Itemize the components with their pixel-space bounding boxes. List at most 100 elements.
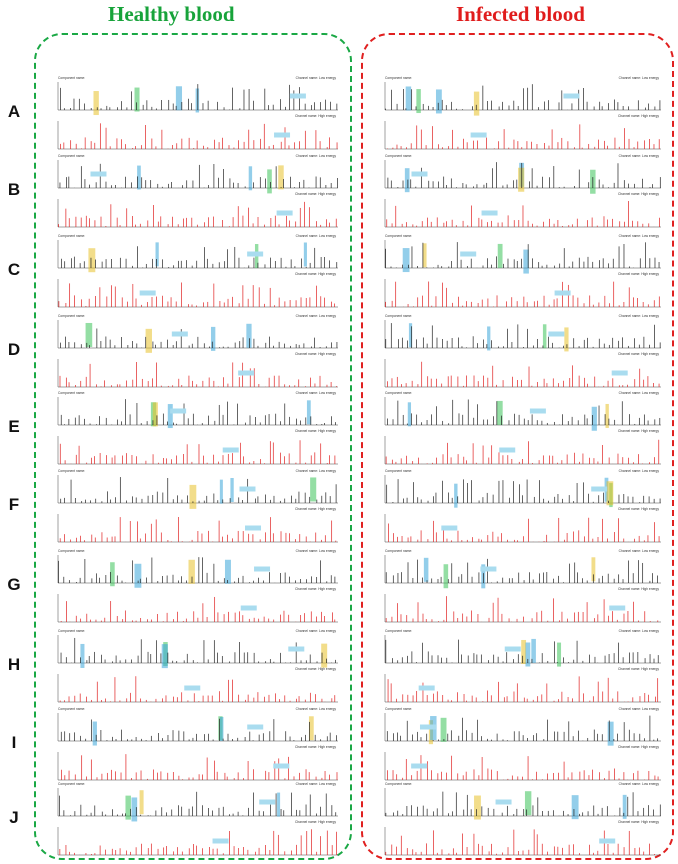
spectrum-plot	[57, 320, 338, 388]
spectrum-plot	[384, 397, 661, 465]
healthy-spectrum-panel-e: Component name: Channel name: Low energy C…	[44, 391, 342, 468]
panel-caption-component: Component name:	[385, 629, 413, 633]
panel-caption-component: Component name:	[58, 782, 86, 786]
panel-caption-high-energy: Channel name: High energy	[294, 507, 336, 511]
spectrum-plot	[384, 160, 661, 228]
spectrum-plot	[57, 788, 338, 856]
panel-caption-component: Component name:	[385, 154, 413, 158]
panel-caption-low-energy: Channel name: Low energy	[295, 469, 336, 473]
panel-caption-low-energy: Channel name: Low energy	[295, 234, 336, 238]
panel-caption-low-energy: Channel name: Low energy	[295, 314, 336, 318]
infected-spectrum-panel-f: Component name: Channel name: Low energy C…	[371, 469, 665, 546]
panel-caption-low-energy: Channel name: Low energy	[295, 549, 336, 553]
spectrum-plot	[384, 555, 661, 623]
infected-spectrum-panel-j: Component name: Channel name: Low energy C…	[371, 782, 665, 859]
spectrum-plot	[384, 82, 661, 150]
panel-caption-low-energy: Channel name: Low energy	[618, 469, 659, 473]
panel-caption-high-energy: Channel name: High energy	[294, 114, 336, 118]
panel-caption-high-energy: Channel name: High energy	[294, 667, 336, 671]
row-label-h: H	[7, 655, 21, 674]
panel-caption-high-energy: Channel name: High energy	[617, 429, 659, 433]
panel-caption-high-energy: Channel name: High energy	[617, 114, 659, 118]
healthy-spectrum-panel-f: Component name: Channel name: Low energy C…	[44, 469, 342, 546]
infected-spectrum-panel-a: Component name: Channel name: Low energy C…	[371, 76, 665, 153]
panel-caption-high-energy: Channel name: High energy	[617, 667, 659, 671]
panel-caption-component: Component name:	[385, 314, 413, 318]
infected-spectrum-panel-h: Component name: Channel name: Low energy C…	[371, 629, 665, 706]
panel-caption-component: Component name:	[385, 549, 413, 553]
panel-caption-low-energy: Channel name: Low energy	[618, 391, 659, 395]
infected-spectrum-panel-i: Component name: Channel name: Low energy C…	[371, 707, 665, 784]
spectrum-plot	[384, 635, 661, 703]
infected-spectrum-panel-e: Component name: Channel name: Low energy C…	[371, 391, 665, 468]
row-label-j: J	[9, 808, 19, 827]
healthy-spectrum-panel-j: Component name: Channel name: Low energy C…	[44, 782, 342, 859]
spectrum-plot	[57, 397, 338, 465]
row-label-e: E	[8, 417, 20, 436]
panel-caption-component: Component name:	[58, 707, 86, 711]
panel-caption-low-energy: Channel name: Low energy	[618, 707, 659, 711]
panel-caption-high-energy: Channel name: High energy	[294, 272, 336, 276]
healthy-spectrum-panel-a: Component name: Channel name: Low energy C…	[44, 76, 342, 153]
healthy-blood-title: Healthy blood	[108, 2, 235, 26]
panel-caption-low-energy: Channel name: Low energy	[618, 76, 659, 80]
panel-caption-low-energy: Channel name: Low energy	[618, 234, 659, 238]
panel-caption-low-energy: Channel name: Low energy	[618, 154, 659, 158]
panel-caption-component: Component name:	[58, 314, 86, 318]
panel-caption-high-energy: Channel name: High energy	[294, 587, 336, 591]
panel-caption-component: Component name:	[385, 782, 413, 786]
spectrum-plot	[384, 320, 661, 388]
spectrum-plot	[384, 788, 661, 856]
infected-spectrum-panel-c: Component name: Channel name: Low energy C…	[371, 234, 665, 311]
spectrum-plot	[57, 240, 338, 308]
row-label-c: C	[7, 260, 21, 279]
healthy-spectrum-panel-c: Component name: Channel name: Low energy C…	[44, 234, 342, 311]
panel-caption-low-energy: Channel name: Low energy	[618, 782, 659, 786]
panel-caption-low-energy: Channel name: Low energy	[295, 154, 336, 158]
panel-caption-high-energy: Channel name: High energy	[294, 192, 336, 196]
panel-caption-low-energy: Channel name: Low energy	[618, 629, 659, 633]
infected-spectrum-panel-b: Component name: Channel name: Low energy C…	[371, 154, 665, 231]
panel-caption-component: Component name:	[58, 154, 86, 158]
infected-spectrum-panel-g: Component name: Channel name: Low energy C…	[371, 549, 665, 626]
row-label-f: F	[8, 495, 20, 514]
panel-caption-high-energy: Channel name: High energy	[294, 745, 336, 749]
panel-caption-low-energy: Channel name: Low energy	[295, 707, 336, 711]
panel-caption-high-energy: Channel name: High energy	[617, 745, 659, 749]
panel-caption-low-energy: Channel name: Low energy	[618, 314, 659, 318]
spectrum-plot	[384, 240, 661, 308]
panel-caption-component: Component name:	[58, 234, 86, 238]
panel-caption-component: Component name:	[385, 76, 413, 80]
panel-caption-low-energy: Channel name: Low energy	[618, 549, 659, 553]
spectrum-plot	[57, 635, 338, 703]
panel-caption-component: Component name:	[58, 469, 86, 473]
panel-caption-low-energy: Channel name: Low energy	[295, 76, 336, 80]
row-label-g: G	[7, 575, 21, 594]
panel-caption-high-energy: Channel name: High energy	[617, 820, 659, 824]
row-label-d: D	[7, 340, 21, 359]
spectrum-plot	[57, 555, 338, 623]
panel-caption-component: Component name:	[385, 469, 413, 473]
spectrum-plot	[57, 475, 338, 543]
infected-blood-title: Infected blood	[456, 2, 585, 26]
panel-caption-component: Component name:	[385, 391, 413, 395]
panel-caption-low-energy: Channel name: Low energy	[295, 391, 336, 395]
spectrum-plot	[384, 475, 661, 543]
panel-caption-component: Component name:	[385, 707, 413, 711]
spectrum-plot	[384, 713, 661, 781]
healthy-spectrum-panel-h: Component name: Channel name: Low energy C…	[44, 629, 342, 706]
spectrum-plot	[57, 82, 338, 150]
infected-spectrum-panel-d: Component name: Channel name: Low energy C…	[371, 314, 665, 391]
panel-caption-high-energy: Channel name: High energy	[617, 272, 659, 276]
healthy-spectrum-panel-g: Component name: Channel name: Low energy C…	[44, 549, 342, 626]
row-label-b: B	[7, 180, 21, 199]
panel-caption-component: Component name:	[58, 391, 86, 395]
healthy-spectrum-panel-i: Component name: Channel name: Low energy C…	[44, 707, 342, 784]
panel-caption-high-energy: Channel name: High energy	[294, 820, 336, 824]
panel-caption-component: Component name:	[385, 234, 413, 238]
healthy-spectrum-panel-b: Component name: Channel name: Low energy C…	[44, 154, 342, 231]
panel-caption-low-energy: Channel name: Low energy	[295, 782, 336, 786]
panel-caption-high-energy: Channel name: High energy	[617, 192, 659, 196]
infected-blood-frame	[361, 33, 674, 860]
healthy-spectrum-panel-d: Component name: Channel name: Low energy C…	[44, 314, 342, 391]
